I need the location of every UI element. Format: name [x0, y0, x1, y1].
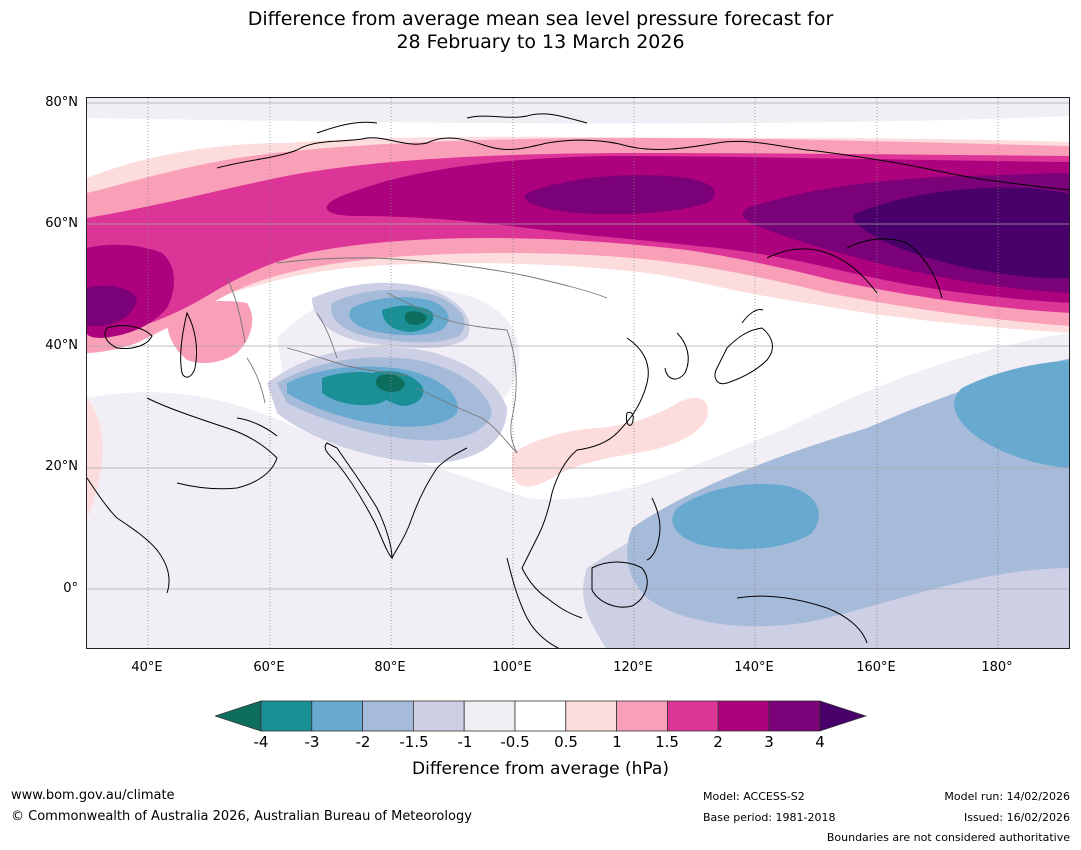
legend-tick-label: -1: [457, 733, 473, 751]
lon-label-60e: 60°E: [253, 660, 285, 675]
lat-label-20n: 20°N: [45, 459, 78, 474]
lat-label-0: 0°: [63, 581, 78, 596]
legend-tick-label: 3: [764, 733, 774, 751]
legend-tick-label: 0.5: [554, 733, 578, 751]
legend-swatch: [666, 700, 719, 732]
title-line-2: 28 February to 13 March 2026: [396, 31, 685, 53]
copyright-text: © Commonwealth of Australia 2026, Austra…: [11, 809, 472, 824]
model-run-date: Model run: 14/02/2026: [944, 790, 1070, 803]
issued-date: Issued: 16/02/2026: [963, 811, 1070, 824]
legend-tick-label: -2: [355, 733, 371, 751]
anomaly-pos-4-kamchatka: [853, 187, 1069, 279]
map-canvas: [87, 98, 1069, 648]
anomaly-pos-0-5-southeast-china: [512, 398, 708, 487]
anomaly-neg-2-pacific-east: [954, 360, 1069, 468]
legend-tick-label: 1: [612, 733, 622, 751]
legend-tick-label: -4: [253, 733, 269, 751]
anomaly-pos-3-west: [87, 285, 137, 326]
model-name: Model: ACCESS-S2: [703, 790, 805, 803]
lon-label-40e: 40°E: [131, 660, 163, 675]
website-link[interactable]: www.bom.gov.au/climate: [11, 788, 175, 803]
legend-tick-label: -0.5: [500, 733, 530, 751]
legend-swatch: [768, 700, 821, 732]
legend-tick-label: 4: [815, 733, 825, 751]
anomaly-pos-0-5-west: [87, 398, 103, 518]
lon-label-80e: 80°E: [374, 660, 406, 675]
legend-swatch: [616, 700, 668, 732]
boundaries-disclaimer: Boundaries are not considered authoritat…: [826, 831, 1070, 844]
legend-swatch: [717, 700, 770, 732]
legend-tick-label: 1.5: [655, 733, 679, 751]
legend-swatch: [260, 700, 313, 732]
pressure-anomaly-map: [86, 97, 1070, 649]
anomaly-neg-0-5-top: [87, 98, 1069, 124]
anomaly-neg-2-philippine-sea: [672, 484, 819, 550]
legend-tick-label: 2: [713, 733, 723, 751]
country-boundaries: [226, 257, 608, 454]
base-period: Base period: 1981-2018: [703, 811, 836, 824]
legend-tick-label: -3: [304, 733, 320, 751]
color-legend-bar: [215, 700, 867, 732]
legend-arrow-low: [215, 700, 262, 732]
grid-lines: [87, 98, 1069, 648]
anomaly-neg-4-tianshan: [404, 311, 427, 325]
legend-arrow-high: [819, 700, 867, 732]
legend-swatch: [565, 700, 617, 732]
lon-label-120e: 120°E: [613, 660, 653, 675]
anomaly-neg-4-center: [375, 374, 405, 392]
legend-title: Difference from average (hPa): [412, 759, 669, 779]
legend-tick-label: -1.5: [399, 733, 429, 751]
anomaly-neg-1-5-pacific: [627, 358, 1069, 627]
lon-label-180: 180°: [981, 660, 1013, 675]
anomaly-pos-1-caspian: [166, 301, 253, 364]
lat-label-40n: 40°N: [45, 338, 78, 353]
chart-title: Difference from average mean sea level p…: [0, 8, 1081, 54]
legend-swatch: [514, 700, 567, 732]
coastlines: [87, 113, 1069, 648]
legend-swatch: [311, 700, 364, 732]
anomaly-pos-3-siberia: [525, 175, 715, 215]
title-line-1: Difference from average mean sea level p…: [247, 8, 834, 30]
legend-swatch: [412, 700, 465, 732]
legend-swatch: [463, 700, 516, 732]
lon-label-140e: 140°E: [734, 660, 774, 675]
lon-label-100e: 100°E: [492, 660, 532, 675]
lat-label-80n: 80°N: [45, 95, 78, 110]
lon-label-160e: 160°E: [856, 660, 896, 675]
legend-swatch: [362, 700, 414, 732]
lat-label-60n: 60°N: [45, 216, 78, 231]
